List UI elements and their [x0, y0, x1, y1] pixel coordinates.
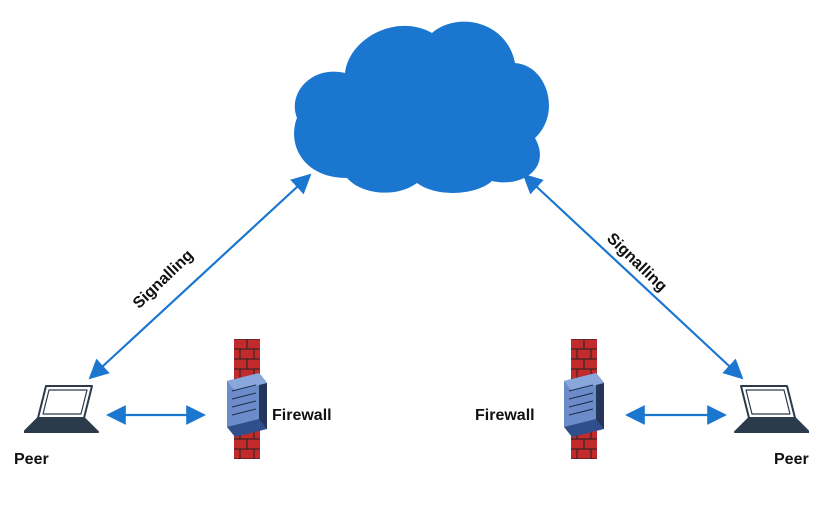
laptop-right-icon — [731, 382, 809, 440]
signalling-left-label: Signalling — [130, 247, 197, 313]
firewall-left-icon — [212, 339, 282, 459]
signalling-right-label: Signalling — [602, 230, 669, 296]
cloud-icon — [277, 3, 557, 203]
laptop-shape — [24, 386, 98, 432]
cloud-shape — [294, 22, 549, 193]
laptop-left-icon — [24, 382, 102, 440]
firewall-right-label: Firewall — [475, 407, 535, 425]
diagram-canvas: { "diagram": { "type": "network", "backg… — [0, 0, 834, 515]
firewall-device — [564, 373, 604, 437]
laptop-shape — [735, 386, 809, 432]
firewall-device — [227, 373, 267, 437]
firewall-right-icon — [549, 339, 619, 459]
peer-right-label: Peer — [774, 451, 809, 469]
peer-left-label: Peer — [14, 451, 49, 469]
